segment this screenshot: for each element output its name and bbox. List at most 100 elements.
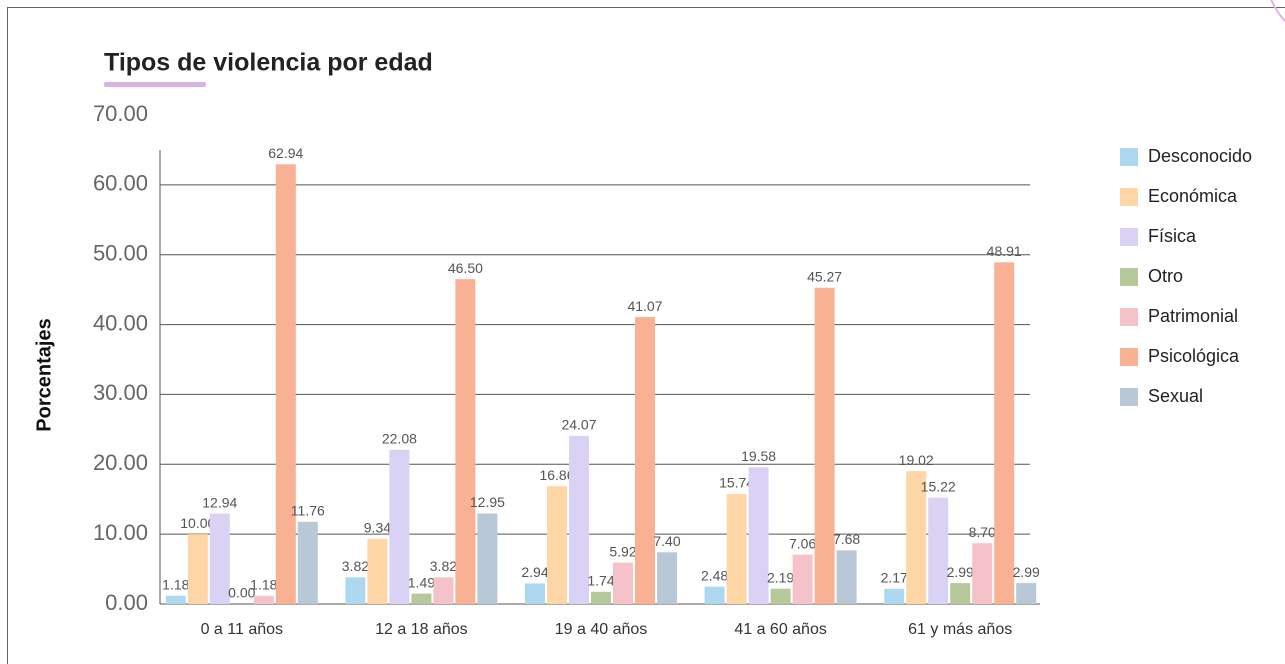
y-tick-label: 50.00 — [93, 241, 148, 266]
data-label: 10.00 — [180, 515, 215, 531]
data-label: 2.17 — [881, 570, 908, 586]
data-label: 62.94 — [268, 145, 303, 161]
legend-swatch — [1120, 348, 1138, 366]
bar — [411, 593, 432, 604]
data-label: 48.91 — [987, 243, 1022, 259]
data-label: 3.82 — [342, 558, 369, 574]
bar — [569, 435, 589, 604]
data-label: 41.07 — [627, 298, 662, 314]
y-tick-label: 0.00 — [105, 590, 148, 615]
legend-swatch — [1120, 188, 1138, 206]
bar — [994, 262, 1015, 604]
data-label: 7.40 — [653, 533, 680, 549]
legend-swatch — [1120, 228, 1138, 246]
data-label: 8.70 — [969, 524, 996, 540]
x-tick-label: 12 a 18 años — [375, 621, 468, 638]
bar — [389, 449, 410, 604]
bar — [884, 588, 905, 604]
data-label: 45.27 — [807, 268, 842, 284]
chart-title: Tipos de violencia por edad — [104, 49, 433, 77]
bar — [657, 552, 677, 604]
x-tick-label: 19 a 40 años — [555, 621, 648, 638]
legend-label: Desconocido — [1148, 146, 1252, 166]
data-label: 2.19 — [767, 569, 794, 585]
title-underline — [104, 82, 206, 87]
bar — [748, 467, 769, 604]
y-tick-label: 10.00 — [93, 520, 148, 545]
bar — [591, 591, 611, 604]
data-label: 5.92 — [609, 543, 636, 559]
data-label: 7.68 — [833, 531, 860, 547]
legend-label: Sexual — [1148, 386, 1203, 406]
y-tick-label: 40.00 — [93, 310, 148, 335]
data-label: 0.00 — [228, 585, 255, 601]
data-label: 11.76 — [291, 503, 325, 519]
y-tick-label: 20.00 — [93, 450, 148, 475]
x-tick-label: 0 a 11 años — [201, 621, 283, 638]
bar — [367, 538, 388, 604]
legend-label: Patrimonial — [1148, 306, 1238, 326]
frame — [7, 7, 1285, 664]
bar — [275, 164, 296, 604]
data-label: 19.02 — [899, 452, 934, 468]
data-label: 9.34 — [364, 519, 391, 535]
legend-swatch — [1120, 268, 1138, 286]
bar — [477, 513, 498, 604]
x-tick-label: 61 y más años — [908, 621, 1012, 638]
data-label: 2.99 — [947, 564, 974, 580]
data-label: 22.08 — [382, 430, 417, 446]
bar — [792, 554, 813, 604]
data-label: 1.49 — [408, 574, 435, 590]
data-label: 2.94 — [521, 564, 548, 580]
bar — [836, 550, 857, 604]
bar — [547, 486, 567, 604]
bar — [187, 534, 208, 604]
data-label: 1.74 — [587, 573, 614, 589]
bar — [950, 583, 971, 604]
bar — [525, 583, 545, 604]
data-label: 1.18 — [250, 576, 277, 592]
legend-label: Económica — [1148, 186, 1238, 206]
data-label: 7.06 — [789, 535, 816, 551]
bar — [209, 513, 230, 604]
decoration — [1270, 0, 1285, 23]
data-label: 2.99 — [1013, 564, 1040, 580]
bar — [726, 494, 747, 604]
bar — [1016, 583, 1037, 604]
data-label: 15.22 — [921, 478, 956, 494]
bar — [928, 497, 949, 604]
y-tick-label: 30.00 — [93, 380, 148, 405]
data-label: 12.95 — [470, 494, 505, 510]
bar — [770, 588, 791, 604]
data-label: 2.48 — [701, 567, 728, 583]
data-label: 16.86 — [539, 467, 574, 483]
bar — [613, 562, 633, 604]
y-tick-label: 70.00 — [93, 101, 148, 126]
x-tick-label: 41 a 60 años — [734, 621, 827, 638]
bar — [906, 471, 927, 604]
bar — [253, 595, 274, 604]
legend-swatch — [1120, 148, 1138, 166]
bar — [972, 543, 993, 604]
bar — [455, 279, 476, 604]
data-label: 3.82 — [430, 558, 457, 574]
data-label: 19.58 — [741, 448, 776, 464]
data-label: 24.07 — [561, 417, 596, 433]
bar — [635, 317, 655, 604]
y-tick-label: 60.00 — [93, 171, 148, 196]
bar — [433, 577, 454, 604]
data-label: 1.18 — [162, 576, 189, 592]
bar — [704, 586, 725, 604]
y-axis-label: Porcentajes — [33, 318, 55, 431]
bar — [297, 521, 318, 604]
bar — [345, 577, 366, 604]
data-label: 12.94 — [202, 494, 237, 510]
data-label: 15.74 — [719, 475, 754, 491]
data-label: 46.50 — [448, 260, 483, 276]
legend-swatch — [1120, 388, 1138, 406]
bar — [814, 287, 835, 604]
legend-label: Física — [1148, 226, 1197, 246]
bar — [165, 595, 186, 604]
legend-label: Otro — [1148, 266, 1183, 286]
